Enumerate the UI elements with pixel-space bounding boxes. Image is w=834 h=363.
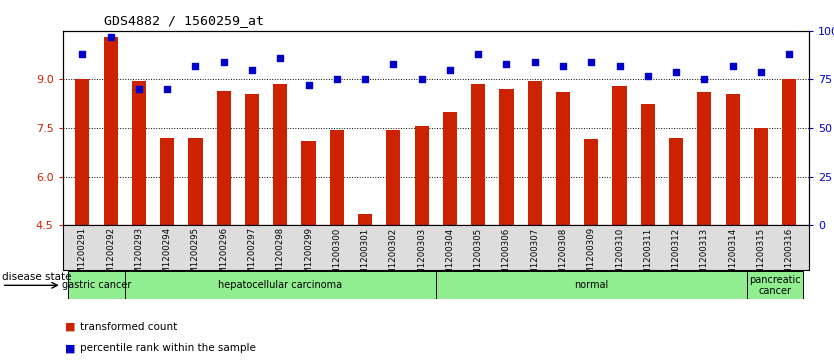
- Text: GSM1200294: GSM1200294: [163, 227, 172, 285]
- Text: GSM1200304: GSM1200304: [445, 227, 455, 286]
- Bar: [584, 139, 598, 225]
- Bar: [641, 104, 655, 225]
- Text: GSM1200316: GSM1200316: [785, 227, 794, 286]
- Bar: [435, 271, 746, 299]
- Point: [641, 73, 655, 78]
- Text: GSM1200311: GSM1200311: [643, 227, 652, 286]
- Bar: [245, 94, 259, 225]
- Text: transformed count: transformed count: [80, 322, 178, 332]
- Text: hepatocellular carcinoma: hepatocellular carcinoma: [219, 280, 342, 290]
- Point: [528, 59, 541, 65]
- Bar: [746, 271, 803, 299]
- Point: [471, 51, 485, 57]
- Text: percentile rank within the sample: percentile rank within the sample: [80, 343, 256, 354]
- Text: GSM1200306: GSM1200306: [502, 227, 511, 286]
- Text: GSM1200302: GSM1200302: [389, 227, 398, 286]
- Point: [104, 34, 118, 40]
- Text: GSM1200293: GSM1200293: [134, 227, 143, 285]
- Bar: [443, 112, 457, 225]
- Bar: [75, 79, 89, 225]
- Bar: [386, 130, 400, 225]
- Point: [217, 59, 230, 65]
- Bar: [160, 138, 174, 225]
- Point: [613, 63, 626, 69]
- Bar: [132, 81, 146, 225]
- Bar: [669, 138, 683, 225]
- Text: GSM1200307: GSM1200307: [530, 227, 540, 286]
- Text: GSM1200298: GSM1200298: [276, 227, 284, 285]
- Bar: [125, 271, 435, 299]
- Text: GSM1200312: GSM1200312: [671, 227, 681, 286]
- Text: GSM1200303: GSM1200303: [417, 227, 426, 286]
- Text: GSM1200305: GSM1200305: [474, 227, 483, 286]
- Point: [670, 69, 683, 74]
- Text: GSM1200291: GSM1200291: [78, 227, 87, 285]
- Bar: [103, 37, 118, 225]
- Bar: [612, 86, 626, 225]
- Bar: [528, 81, 542, 225]
- Point: [585, 59, 598, 65]
- Point: [160, 86, 173, 92]
- Bar: [556, 92, 570, 225]
- Bar: [68, 271, 125, 299]
- Point: [754, 69, 767, 74]
- Point: [698, 77, 711, 82]
- Text: GSM1200314: GSM1200314: [728, 227, 737, 286]
- Text: GSM1200300: GSM1200300: [332, 227, 341, 286]
- Point: [415, 77, 429, 82]
- Bar: [414, 126, 429, 225]
- Point: [387, 61, 400, 67]
- Text: gastric cancer: gastric cancer: [62, 280, 131, 290]
- Text: pancreatic
cancer: pancreatic cancer: [749, 274, 801, 296]
- Point: [245, 67, 259, 73]
- Bar: [301, 141, 315, 225]
- Bar: [500, 89, 514, 225]
- Point: [726, 63, 739, 69]
- Point: [133, 86, 146, 92]
- Bar: [274, 84, 288, 225]
- Point: [302, 82, 315, 88]
- Point: [274, 55, 287, 61]
- Bar: [188, 138, 203, 225]
- Bar: [358, 214, 372, 225]
- Bar: [471, 84, 485, 225]
- Point: [782, 51, 796, 57]
- Text: GSM1200313: GSM1200313: [700, 227, 709, 286]
- Bar: [726, 94, 740, 225]
- Text: GSM1200295: GSM1200295: [191, 227, 200, 285]
- Point: [443, 67, 456, 73]
- Text: GSM1200296: GSM1200296: [219, 227, 229, 285]
- Point: [556, 63, 570, 69]
- Bar: [754, 128, 768, 225]
- Text: GSM1200308: GSM1200308: [559, 227, 567, 286]
- Bar: [782, 79, 796, 225]
- Text: normal: normal: [574, 280, 608, 290]
- Point: [359, 77, 372, 82]
- Text: GSM1200301: GSM1200301: [360, 227, 369, 286]
- Point: [330, 77, 344, 82]
- Text: GDS4882 / 1560259_at: GDS4882 / 1560259_at: [104, 15, 264, 28]
- Bar: [329, 130, 344, 225]
- Bar: [697, 92, 711, 225]
- Point: [76, 51, 89, 57]
- Text: GSM1200315: GSM1200315: [756, 227, 766, 286]
- Text: ■: ■: [65, 343, 76, 354]
- Point: [500, 61, 513, 67]
- Text: GSM1200310: GSM1200310: [615, 227, 624, 286]
- Text: GSM1200292: GSM1200292: [106, 227, 115, 285]
- Bar: [217, 91, 231, 225]
- Text: GSM1200299: GSM1200299: [304, 227, 313, 285]
- Text: GSM1200297: GSM1200297: [248, 227, 257, 285]
- Text: disease state: disease state: [2, 272, 71, 282]
- Text: ■: ■: [65, 322, 76, 332]
- Text: GSM1200309: GSM1200309: [587, 227, 595, 285]
- Point: [188, 63, 202, 69]
